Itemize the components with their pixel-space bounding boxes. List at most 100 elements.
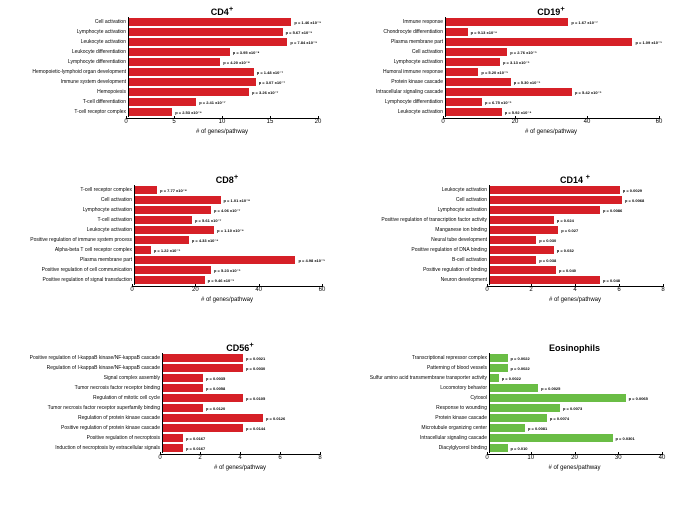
bar-row: Lymphocyte activationp = 4.06 x10⁻⁷ [2,205,342,215]
bar-zone: p = 2.76 x10⁻⁵ [445,47,662,57]
bar-zone: p = 1.48 x10⁻⁷ [128,67,321,77]
tick-label: 60 [319,287,326,293]
p-value: p = 0.0029 [620,188,642,193]
bar [163,354,243,362]
bar [163,364,243,372]
bar [135,206,211,214]
bar-row: Locomotory behaviorp = 0.0025 [345,383,685,393]
bar [135,276,205,284]
bar [446,68,478,76]
category-label: Tumor necrosis factor receptor binding [2,385,162,391]
bar [490,354,508,362]
p-value: p = 0.0030 [243,366,265,371]
panel-title: CD8+ [132,172,322,185]
bar [446,58,500,66]
category-label: Lymphocyte differentiation [2,59,128,65]
bar-row: Intracellular signaling cascadep = 0.030… [345,433,685,443]
bar [446,98,482,106]
bars: Positive regulation of I-kappaB kinase/N… [2,353,342,453]
bar-row: Lymphocyte activationp = 0.0086 [345,205,685,215]
category-label: Leukocyte activation [345,187,489,193]
tick-label: 2 [198,455,201,461]
tick-label: 5 [172,119,175,125]
category-label: Patterning of blood vessels [345,365,489,371]
p-value: p = 0.0022 [508,356,530,361]
bar-zone: p = 0.0065 [489,393,665,403]
tick-label: 20 [192,287,199,293]
x-axis: 02468# of genes/pathway [160,454,320,471]
tick-label: 0 [124,119,127,125]
bar [490,196,622,204]
bar-zone: p = 0.0035 [162,373,323,383]
bar [446,38,632,46]
bar [163,374,203,382]
bar [163,384,203,392]
panel-title: Eosinophils [487,340,662,353]
bar-row: Leukocyte differentiationp = 3.95 x10⁻⁸ [2,47,342,57]
category-label: Positive regulation of protein kinase ca… [2,425,162,431]
bar-zone: p = 5.23 x10⁻⁵ [134,265,325,275]
category-label: Chondrocyte differentiation [345,29,445,35]
bar-zone: p = 3.95 x10⁻⁸ [128,47,321,57]
bar [163,444,183,452]
category-label: Hemopoiesis [2,89,128,95]
category-label: Leukocyte activation [2,227,134,233]
bar-zone: p = 1.01 x10⁻⁸ [134,195,325,205]
category-label: Alpha-beta T cell receptor complex [2,247,134,253]
p-value: p = 4.98 x10⁻⁵ [295,258,325,263]
bar-zone: p = 7.84 x10⁻⁹ [128,37,321,47]
category-label: Signal complex assembly [2,375,162,381]
p-value: p = 1.09 x10⁻⁵ [632,40,662,45]
bar-row: Sulfur amino acid transmembrane transpor… [345,373,685,383]
bar-zone: p = 6.75 x10⁻⁵ [445,97,662,107]
panel-cd14: CD14 +Leukocyte activationp = 0.0029Cell… [345,172,685,334]
panel-cd56: CD56+Positive regulation of I-kappaB kin… [2,340,342,502]
panel-eos: EosinophilsTranscriptional repressor com… [345,340,685,502]
p-value: p = 1.48 x10⁻⁷ [254,70,283,75]
p-value: p = 0.0074 [547,416,569,421]
category-label: Locomotory behavior [345,385,489,391]
p-value: p = 0.0073 [560,406,582,411]
x-axis-label: # of genes/pathway [126,129,318,135]
category-label: Protein kinase cascade [345,79,445,85]
bar [446,88,572,96]
category-label: Hemopoietic-lymphoid organ development [2,69,128,75]
category-label: Cell activation [345,197,489,203]
category-label: Positive regulation of signal transducti… [2,277,134,283]
p-value: p = 2.76 x10⁻⁵ [507,50,537,55]
bar-row: Positive regulation of I-kappaB kinase/N… [2,353,342,363]
tick-label: 4 [238,455,241,461]
tick-labels: 05101520 [126,119,318,129]
bar-row: Hemopoietic-lymphoid organ development p … [2,67,342,77]
x-axis-label: # of genes/pathway [443,129,659,135]
category-label: B-cell activation [345,257,489,263]
category-label: Cell activation [2,19,128,25]
tick-labels: 010203040 [487,455,662,465]
x-axis: 0204060# of genes/pathway [443,118,659,135]
tick-label: 40 [255,287,262,293]
bar [490,394,626,402]
bar-row: Positive regulation of necroptosisp = 0.… [2,433,342,443]
bar [129,28,283,36]
bar-zone: p = 0.0086 [489,205,666,215]
category-label: Regulation of mitotic cell cycle [2,395,162,401]
bar-zone: p = 4.98 x10⁻⁵ [134,255,325,265]
category-label: Regulation of protein kinase cascade [2,415,162,421]
bar-zone: p = 0.0167 [162,433,323,443]
bars: Leukocyte activation p = 0.0029 Cell activ… [345,185,685,285]
bar-row: Leukocyte activationp = 1.10 x10⁻⁶ [2,225,342,235]
bar-zone: p = 4.06 x10⁻⁷ [134,205,325,215]
p-value: p = 3.95 x10⁻⁸ [230,50,260,55]
category-label: Tumor necrosis factor receptor superfami… [2,405,162,411]
bar [129,58,220,66]
bar-zone: p = 3.07 x10⁻⁷ [128,77,321,87]
bar [446,48,507,56]
p-value: p = 2.41 x10⁻⁷ [196,100,225,105]
bar [490,384,538,392]
category-label: Plasma membrane part [2,257,134,263]
bar-zone: p = 0.0058 [162,383,323,393]
bar-zone: p = 0.032 [489,245,666,255]
category-label: T-cell receptor complex [2,109,128,115]
bar-row: Cell activationp = 1.46 x10⁻⁹ [2,17,342,27]
bar-zone: p = 5.30 x10⁻⁵ [445,77,662,87]
